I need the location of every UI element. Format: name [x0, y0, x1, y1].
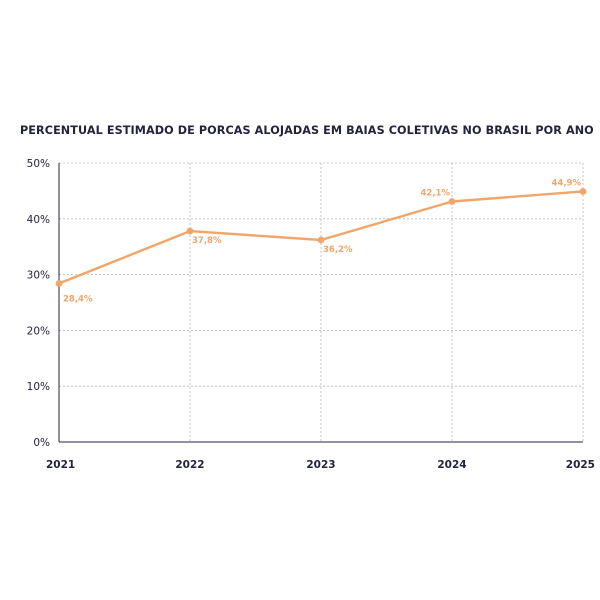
grid-lines — [59, 162, 584, 442]
data-series — [55, 188, 587, 287]
y-tick-labels: 0% 10% 20% 30% 40% 50% — [27, 158, 50, 449]
data-point — [186, 227, 194, 235]
x-tick-label: 2025 — [566, 459, 595, 471]
chart-title: PERCENTUAL ESTIMADO DE PORCAS ALOJADAS E… — [20, 124, 594, 137]
y-tick-label: 30% — [27, 270, 50, 282]
axes — [58, 163, 583, 443]
data-label: 37,8% — [192, 236, 222, 246]
y-tick-label: 20% — [27, 325, 50, 337]
x-tick-label: 2021 — [46, 459, 75, 471]
y-tick-label: 50% — [27, 158, 50, 170]
data-label: 42,1% — [421, 189, 451, 199]
y-tick-label: 0% — [33, 437, 50, 449]
y-tick-label: 10% — [27, 381, 50, 393]
data-point — [55, 280, 63, 287]
data-label: 44,9% — [552, 178, 582, 188]
data-labels: 28,4% 37,8% 36,2% 42,1% 44,9% — [63, 178, 581, 304]
data-point — [317, 236, 325, 244]
x-tick-label: 2023 — [306, 459, 335, 471]
data-label: 36,2% — [323, 245, 353, 255]
data-label: 28,4% — [63, 295, 93, 305]
data-point — [448, 198, 456, 205]
x-tick-label: 2024 — [437, 459, 466, 471]
x-tick-labels: 2021 2022 2023 2024 2025 — [46, 459, 595, 471]
y-tick-label: 40% — [27, 214, 50, 226]
data-point — [579, 188, 587, 195]
x-tick-label: 2022 — [175, 459, 204, 471]
